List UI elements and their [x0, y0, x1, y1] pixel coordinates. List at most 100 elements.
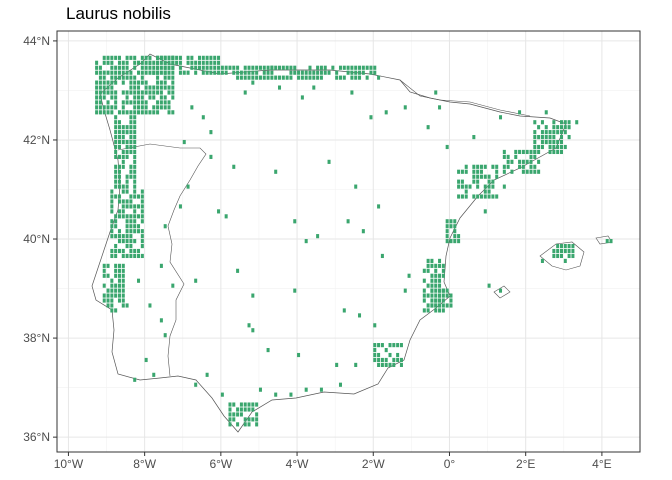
- occurrence-cell: [278, 65, 282, 70]
- occurrence-cell: [224, 65, 228, 70]
- occurrence-cell: [106, 288, 110, 293]
- occurrence-cell: [293, 219, 297, 224]
- occurrence-cell: [251, 75, 255, 80]
- occurrence-cell: [121, 125, 125, 130]
- occurrence-cell: [125, 100, 129, 105]
- occurrence-cell: [152, 70, 156, 75]
- occurrence-cell: [228, 412, 232, 417]
- occurrence-cell: [140, 234, 144, 239]
- occurrence-cell: [140, 214, 144, 219]
- occurrence-cell: [129, 214, 133, 219]
- occurrence-cell: [117, 144, 121, 150]
- occurrence-cell: [213, 65, 217, 70]
- occurrence-cell: [121, 65, 125, 70]
- occurrence-cell: [377, 357, 381, 363]
- occurrence-cell: [445, 219, 449, 224]
- occurrence-cell: [563, 243, 567, 249]
- occurrence-cell: [137, 60, 141, 65]
- occurrence-cell: [121, 110, 125, 115]
- occurrence-cell: [110, 209, 114, 214]
- occurrence-cell: [125, 303, 129, 308]
- occurrence-cell: [114, 55, 118, 60]
- occurrence-cell: [266, 347, 270, 353]
- occurrence-cell: [304, 75, 308, 80]
- occurrence-cell: [129, 130, 133, 135]
- occurrence-cell: [194, 278, 198, 283]
- occurrence-cell: [110, 234, 114, 239]
- occurrence-cell: [556, 243, 560, 249]
- occurrence-cell: [133, 174, 137, 179]
- occurrence-cell: [552, 144, 556, 150]
- occurrence-cell: [117, 65, 121, 70]
- occurrence-cell: [121, 199, 125, 204]
- occurrence-cell: [117, 164, 121, 169]
- occurrence-cell: [129, 174, 133, 179]
- occurrence-cell: [327, 159, 331, 164]
- occurrence-cell: [293, 65, 297, 70]
- occurrence-cell: [171, 60, 175, 65]
- occurrence-cell: [434, 273, 438, 278]
- occurrence-cell: [388, 362, 392, 367]
- occurrence-cell: [548, 130, 552, 135]
- occurrence-cell: [312, 70, 316, 75]
- occurrence-cell: [171, 85, 175, 90]
- occurrence-cell: [293, 70, 297, 75]
- occurrence-cell: [129, 169, 133, 174]
- occurrence-cell: [125, 149, 129, 155]
- occurrence-cell: [228, 65, 232, 70]
- occurrence-cell: [129, 100, 133, 105]
- occurrence-cell: [110, 55, 114, 60]
- occurrence-cell: [502, 149, 506, 155]
- occurrence-cell: [441, 293, 445, 298]
- occurrence-cell: [289, 65, 293, 70]
- occurrence-cell: [133, 253, 137, 259]
- occurrence-cell: [201, 55, 205, 60]
- occurrence-cell: [171, 283, 175, 288]
- occurrence-cell: [384, 362, 388, 367]
- occurrence-cell: [358, 65, 362, 70]
- occurrence-cell: [117, 75, 121, 80]
- occurrence-cell: [529, 149, 533, 155]
- occurrence-cell: [133, 224, 137, 229]
- occurrence-cell: [159, 318, 163, 323]
- occurrence-cell: [133, 154, 137, 159]
- occurrence-cell: [495, 174, 499, 179]
- occurrence-cell: [441, 298, 445, 303]
- occurrence-cell: [167, 65, 171, 70]
- occurrence-cell: [148, 303, 152, 308]
- occurrence-cell: [605, 239, 609, 244]
- occurrence-cell: [609, 239, 613, 244]
- occurrence-cell: [205, 65, 209, 70]
- occurrence-cell: [217, 65, 221, 70]
- occurrence-cell: [110, 110, 114, 115]
- occurrence-cell: [468, 184, 472, 189]
- occurrence-cell: [430, 278, 434, 283]
- occurrence-cell: [377, 362, 381, 367]
- occurrence-cell: [373, 70, 377, 75]
- occurrence-cell: [114, 149, 118, 155]
- occurrence-cell: [106, 105, 110, 110]
- occurrence-cell: [110, 224, 114, 229]
- occurrence-cell: [567, 125, 571, 130]
- occurrence-cell: [98, 70, 102, 75]
- occurrence-cell: [563, 120, 567, 125]
- occurrence-cell: [117, 293, 121, 298]
- occurrence-cell: [392, 357, 396, 363]
- occurrence-cell: [129, 239, 133, 244]
- occurrence-cell: [137, 214, 141, 219]
- occurrence-cell: [445, 234, 449, 239]
- occurrence-cell: [178, 55, 182, 60]
- occurrence-cell: [205, 60, 209, 65]
- occurrence-cell: [98, 65, 102, 70]
- occurrence-cell: [483, 194, 487, 199]
- occurrence-cell: [369, 65, 373, 70]
- occurrence-cell: [106, 85, 110, 90]
- occurrence-cell: [137, 95, 141, 100]
- occurrence-cell: [114, 243, 118, 249]
- occurrence-cell: [342, 308, 346, 313]
- occurrence-cell: [438, 263, 442, 268]
- occurrence-cell: [117, 278, 121, 283]
- occurrence-cell: [182, 70, 186, 75]
- occurrence-cell: [518, 164, 522, 169]
- occurrence-cell: [327, 70, 331, 75]
